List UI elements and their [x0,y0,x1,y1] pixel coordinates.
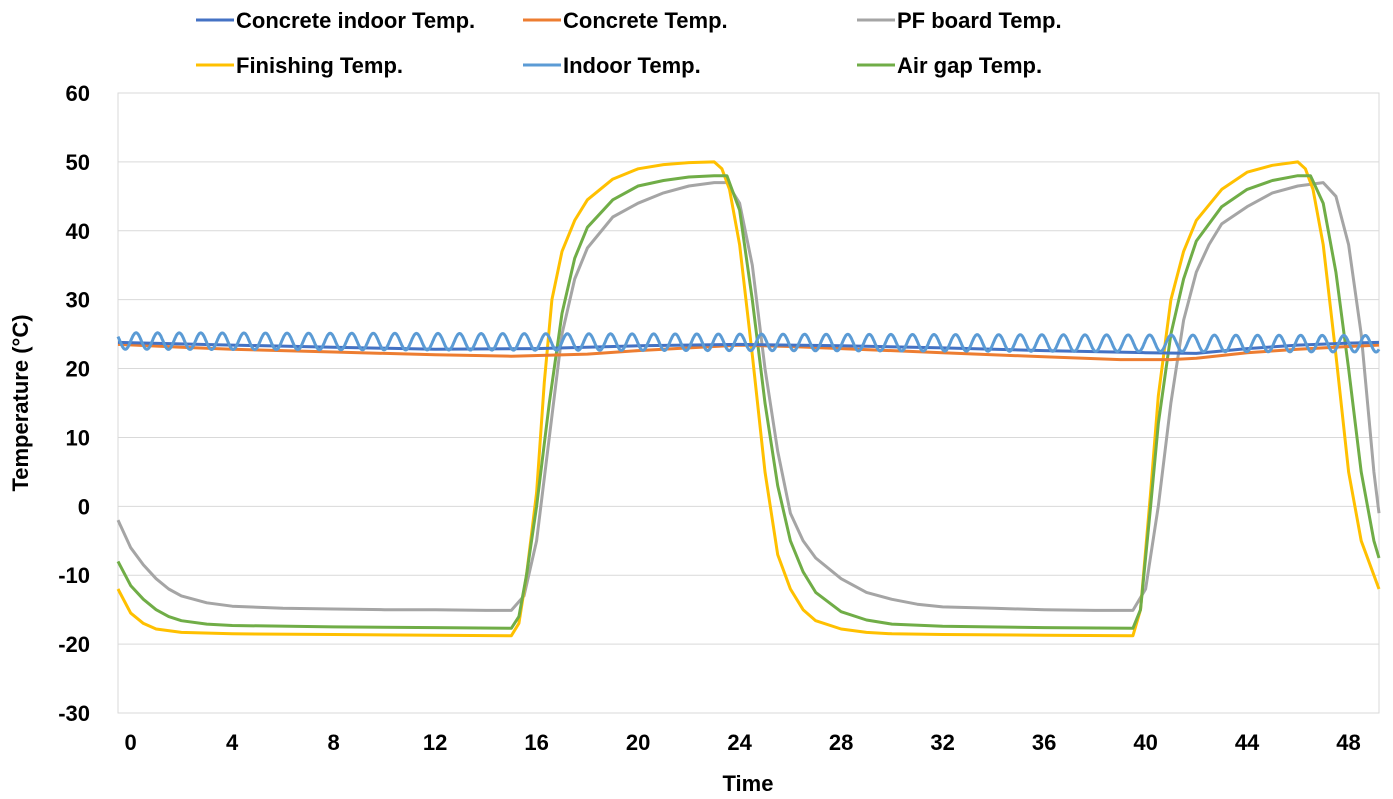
y-tick-label: 50 [66,150,90,175]
x-tick-label: 20 [626,730,650,755]
legend-label: Concrete Temp. [563,8,728,33]
series-line [116,174,1381,630]
series-line [117,342,1380,362]
x-tick-label: 0 [125,730,137,755]
x-tick-label: 28 [829,730,853,755]
y-tick-label: 20 [66,357,90,382]
x-tick-label: 36 [1032,730,1056,755]
y-tick-label: 0 [78,494,90,519]
x-tick-label: 4 [226,730,239,755]
x-tick-label: 44 [1235,730,1260,755]
x-tick-label: 32 [930,730,954,755]
series-line [116,160,1381,638]
y-axis-title: Temperature (°C) [8,314,33,491]
y-tick-label: 10 [66,425,90,450]
legend-label: Concrete indoor Temp. [236,8,475,33]
y-tick-label: -10 [58,563,90,588]
series-line [116,331,1381,354]
legend-label: PF board Temp. [897,8,1062,33]
x-tick-label: 8 [328,730,340,755]
x-tick-label: 16 [524,730,548,755]
y-tick-label: 30 [66,288,90,313]
y-tick-label: 40 [66,219,90,244]
plot-area [117,92,1380,714]
y-tick-label: 60 [66,81,90,106]
series-line [116,181,1381,612]
legend-label: Indoor Temp. [563,53,701,78]
x-tick-label: 24 [727,730,752,755]
x-axis-ticks: 0 4 8 12 16 20 24 28 32 36 40 44 48 [125,730,1361,755]
x-axis-title: Time [723,771,774,796]
y-tick-label: -30 [58,701,90,726]
x-tick-label: 48 [1336,730,1360,755]
y-tick-label: -20 [58,632,90,657]
legend-label: Finishing Temp. [236,53,403,78]
legend: Concrete indoor Temp. Concrete Temp. PF bo… [196,8,1062,78]
x-tick-label: 12 [423,730,447,755]
series-layer [116,160,1381,638]
legend-label: Air gap Temp. [897,53,1042,78]
x-tick-label: 40 [1133,730,1157,755]
y-axis-ticks: 60 50 40 30 20 10 0 -10 -20 -30 [58,81,90,726]
gridlines [118,161,1379,645]
